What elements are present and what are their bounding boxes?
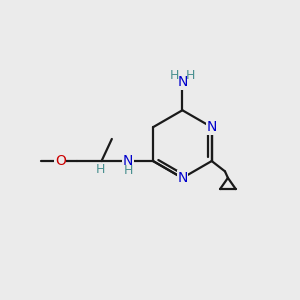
Text: H: H — [95, 164, 105, 176]
Text: N: N — [177, 171, 188, 185]
Text: N: N — [206, 120, 217, 134]
Text: O: O — [55, 154, 66, 168]
Text: N: N — [177, 75, 188, 89]
Text: H: H — [123, 164, 133, 177]
Text: N: N — [123, 154, 133, 168]
Text: H: H — [186, 69, 195, 82]
Text: H: H — [169, 69, 179, 82]
